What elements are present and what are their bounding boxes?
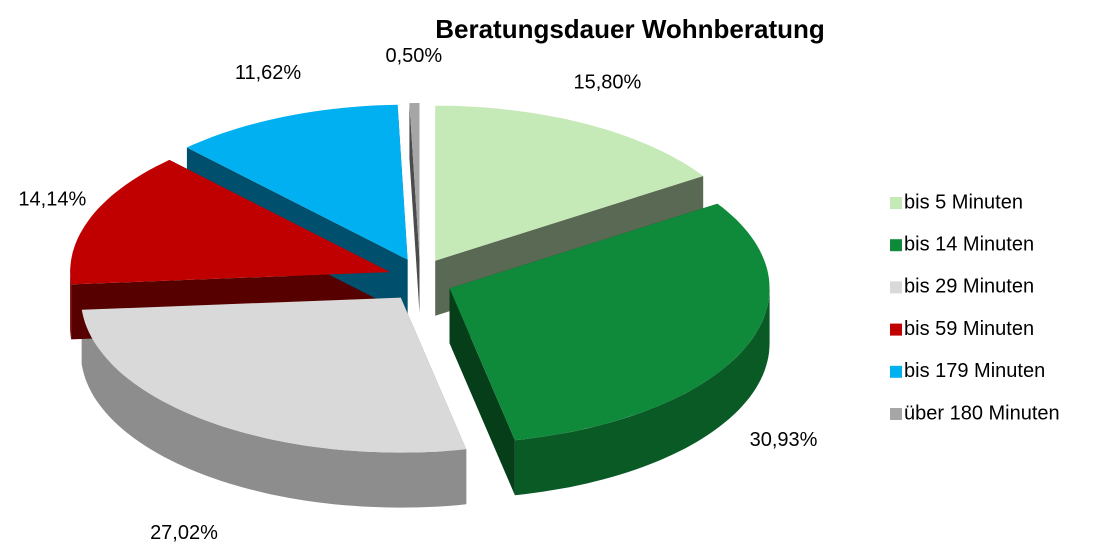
legend-label: bis 179 Minuten xyxy=(904,360,1045,382)
slice-side xyxy=(409,103,420,313)
legend-label: bis 14 Minuten xyxy=(904,233,1034,255)
slice xyxy=(435,105,704,261)
slice-wall xyxy=(514,288,770,496)
data-label: 0,50% xyxy=(385,45,442,67)
slice-wall xyxy=(81,309,467,508)
slice xyxy=(70,159,391,285)
chart-title: Beratungsdauer Wohnberatung xyxy=(435,14,825,44)
legend-swatch xyxy=(890,408,902,420)
slice-wall xyxy=(70,272,72,340)
legend-swatch xyxy=(890,281,902,294)
legend-label: über 180 Minuten xyxy=(904,402,1060,424)
slice xyxy=(186,104,408,260)
data-label: 15,80% xyxy=(574,72,642,94)
slice xyxy=(409,103,420,258)
slice xyxy=(449,203,770,441)
legend-swatch xyxy=(890,239,902,252)
legend-swatch xyxy=(890,365,902,378)
legend-swatch xyxy=(890,197,902,209)
legend-swatch xyxy=(890,323,902,336)
slice xyxy=(81,297,467,453)
data-label: 11,62% xyxy=(235,62,302,84)
legend-label: bis 29 Minuten xyxy=(904,276,1034,298)
slice-side xyxy=(449,288,515,496)
legend-label: bis 5 Minuten xyxy=(904,191,1023,213)
data-label: 14,14% xyxy=(18,188,86,210)
legend-label: bis 59 Minuten xyxy=(904,318,1034,340)
data-label: 27,02% xyxy=(150,522,218,544)
data-label: 30,93% xyxy=(750,429,818,451)
